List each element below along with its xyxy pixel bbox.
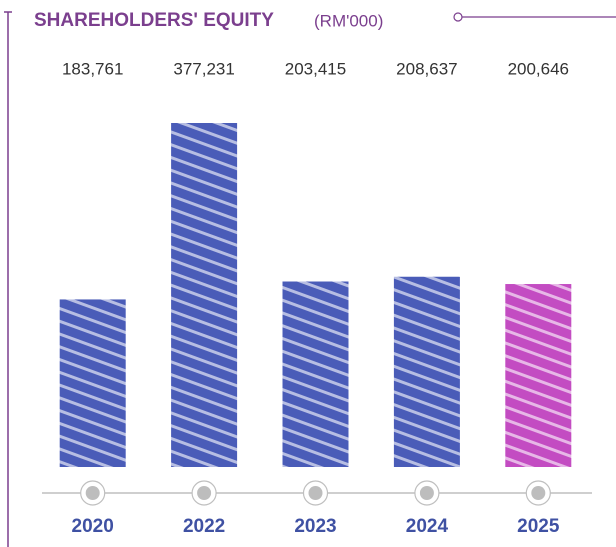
axis-node-dot xyxy=(308,486,323,500)
value-label: 203,415 xyxy=(285,59,346,78)
bar xyxy=(59,299,126,467)
x-tick-label: 2022 xyxy=(183,516,225,537)
value-label: 208,637 xyxy=(396,59,457,78)
bar xyxy=(393,276,460,467)
chart-title: SHAREHOLDERS' EQUITY xyxy=(34,10,274,31)
value-label: 183,761 xyxy=(62,59,123,78)
chart-subtitle: (RM'000) xyxy=(314,11,383,30)
value-label: 377,231 xyxy=(173,59,234,78)
bar xyxy=(171,123,238,467)
x-tick-label: 2025 xyxy=(517,516,560,537)
x-tick-label: 2024 xyxy=(406,516,449,537)
axis-node-dot xyxy=(531,486,546,500)
axis-node-dot xyxy=(419,486,434,500)
x-tick-label: 2023 xyxy=(294,516,336,537)
axis-node-dot xyxy=(197,486,212,500)
x-tick-label: 2020 xyxy=(72,516,114,537)
bar xyxy=(282,281,349,467)
bar xyxy=(505,284,572,467)
title-rule-dot xyxy=(453,12,463,22)
axis-node-dot xyxy=(85,486,100,500)
value-label: 200,646 xyxy=(508,59,569,78)
